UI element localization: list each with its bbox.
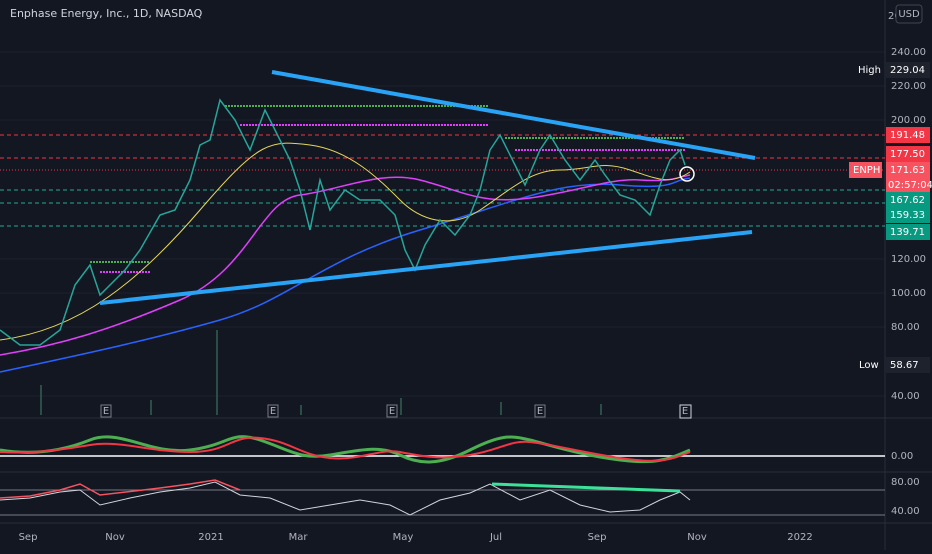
last-price-tag bbox=[886, 162, 930, 193]
low-label: Low bbox=[859, 360, 879, 371]
volume bbox=[40, 330, 602, 415]
date-label: Nov bbox=[687, 532, 707, 543]
moving-average-blue bbox=[0, 177, 691, 373]
symbol-tag bbox=[849, 162, 882, 178]
gridlines bbox=[0, 51, 885, 397]
resistance-value: 177.50 bbox=[890, 149, 925, 160]
date-label: Mar bbox=[289, 532, 309, 543]
resistance-value: 191.48 bbox=[890, 130, 925, 141]
date-label: Nov bbox=[105, 532, 125, 543]
price-label: 120.00 bbox=[891, 254, 926, 265]
support-value: 167.62 bbox=[890, 195, 925, 206]
zone-lines bbox=[90, 105, 685, 273]
earnings-label: E bbox=[389, 406, 395, 417]
high-value: 229.04 bbox=[890, 65, 925, 76]
earnings-label: E bbox=[537, 406, 543, 417]
trendline-upper bbox=[271, 70, 756, 160]
highlight-circle bbox=[679, 166, 695, 182]
rsi-line bbox=[0, 481, 691, 516]
rsi-label: 40.00 bbox=[891, 506, 920, 517]
currency-label: USD bbox=[898, 9, 920, 20]
countdown: 02:57:04 bbox=[888, 180, 932, 191]
price-label: 40.00 bbox=[891, 391, 920, 402]
support-value: 159.33 bbox=[890, 210, 925, 221]
signal-line bbox=[0, 436, 691, 462]
low-label-box bbox=[855, 357, 882, 373]
price-label: 240.00 bbox=[891, 47, 926, 58]
price-label: 20 bbox=[888, 11, 901, 22]
price-path bbox=[0, 98, 686, 346]
last-price: 171.63 bbox=[890, 165, 925, 176]
date-label: Jul bbox=[489, 532, 502, 543]
moving-average-yellow bbox=[0, 142, 691, 341]
macd-line bbox=[0, 435, 691, 464]
price-label: 100.00 bbox=[891, 288, 926, 299]
support-tag bbox=[886, 192, 930, 208]
support-tag bbox=[886, 224, 930, 240]
date-label: 2021 bbox=[198, 532, 223, 543]
earnings-markers: E E E E E bbox=[100, 404, 692, 419]
currency-box[interactable] bbox=[895, 4, 923, 24]
rsi-label: 80.00 bbox=[891, 477, 920, 488]
resistance-tag bbox=[886, 146, 930, 162]
high-label-box bbox=[853, 62, 882, 78]
date-label: Sep bbox=[19, 532, 38, 543]
low-value: 58.67 bbox=[890, 360, 919, 371]
high-label: High bbox=[858, 65, 881, 76]
rsi-divergence-line bbox=[491, 482, 681, 493]
macd-label: 0.00 bbox=[891, 451, 913, 462]
support-value: 139.71 bbox=[890, 227, 925, 238]
resistance-tag bbox=[886, 127, 930, 143]
rsi-overbought-path bbox=[0, 479, 241, 499]
trendline-lower bbox=[99, 230, 753, 305]
chart-title: Enphase Energy, Inc., 1D, NASDAQ bbox=[10, 7, 203, 20]
date-label: 2022 bbox=[787, 532, 812, 543]
support-tag bbox=[886, 207, 930, 223]
price-label: 80.00 bbox=[891, 322, 920, 333]
price-label: 200.00 bbox=[891, 115, 926, 126]
price-label: 220.00 bbox=[891, 81, 926, 92]
low-tag bbox=[886, 357, 930, 373]
high-tag bbox=[886, 62, 930, 78]
earnings-label: E bbox=[270, 406, 276, 417]
earnings-label: E bbox=[682, 406, 688, 417]
date-label: Sep bbox=[588, 532, 607, 543]
symbol-label: ENPH bbox=[853, 165, 880, 176]
earnings-label: E bbox=[103, 406, 109, 417]
level-lines bbox=[0, 134, 885, 227]
date-label: May bbox=[393, 532, 414, 543]
moving-average-magenta bbox=[0, 174, 691, 356]
